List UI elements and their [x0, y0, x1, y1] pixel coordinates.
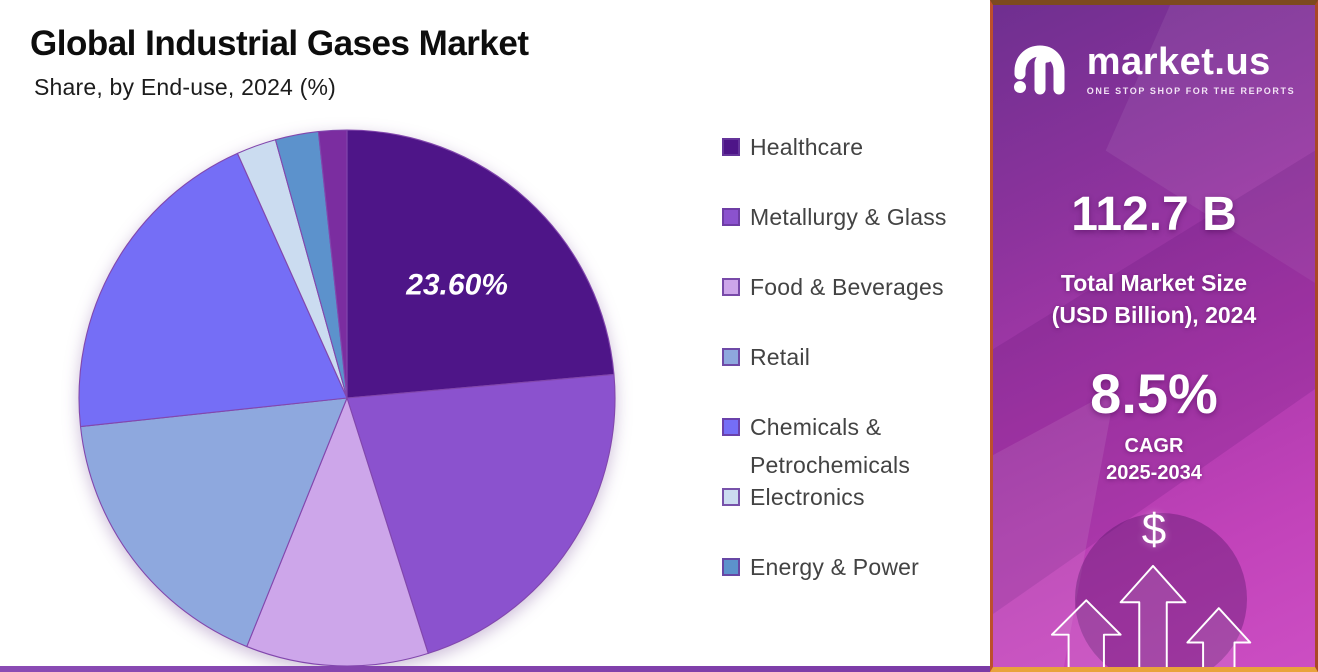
legend-label: Chemicals & Petrochemicals [750, 414, 911, 478]
market-us-logo: market.us ONE STOP SHOP FOR THE REPORTS [993, 43, 1315, 96]
pie-slice-metallurgy-glass [346, 373, 616, 654]
brand-tagline: ONE STOP SHOP FOR THE REPORTS [1086, 86, 1296, 96]
growth-arrows-icon [1050, 564, 1252, 667]
legend-swatch [722, 138, 740, 156]
legend-label: Metallurgy & Glass [750, 204, 947, 230]
legend-swatch [722, 558, 740, 576]
legend-swatch [722, 418, 740, 436]
legend-item-chemicals-petrochemicals: Chemicals & Petrochemicals [722, 408, 970, 478]
legend-item-healthcare: Healthcare [722, 128, 970, 198]
legend-label: Electronics [750, 484, 865, 510]
cagr-label: CAGR 2025-2034 [1106, 435, 1202, 484]
cagr-value: 8.5% [1090, 362, 1218, 425]
legend-swatch [722, 278, 740, 296]
market-size-label: Total Market Size (USD Billion), 2024 [1051, 270, 1257, 328]
page-subtitle: Share, by End-use, 2024 (%) [34, 74, 337, 100]
legend-label: Retail [750, 344, 811, 370]
legend-item-metallurgy-glass: Metallurgy & Glass [722, 198, 970, 268]
legend-swatch [722, 488, 740, 506]
pie-slice-chemicals-petrochemicals [78, 152, 348, 428]
legend-item-energy-power: Energy & Power [722, 548, 970, 618]
pie-slice-healthcare [346, 129, 615, 399]
brand-name: market.us [1086, 41, 1271, 83]
pie-slice-others [317, 129, 348, 399]
legend-item-retail: Retail [722, 338, 970, 408]
logo-mark-icon [1013, 44, 1065, 94]
pie-chart: 23.60% [78, 129, 616, 667]
page-title: Global Industrial Gases Market [30, 24, 529, 63]
legend-item-electronics: Electronics [722, 478, 970, 548]
brand-panel: market.us ONE STOP SHOP FOR THE REPORTS … [990, 0, 1318, 672]
legend-swatch [722, 348, 740, 366]
legend-item-food-beverages: Food & Beverages [722, 268, 970, 338]
legend-label: Energy & Power [750, 554, 919, 580]
legend-swatch [722, 208, 740, 226]
bottom-border [0, 666, 990, 672]
legend-label: Healthcare [750, 134, 864, 160]
pie-slice-retail [79, 397, 348, 648]
legend-label: Food & Beverages [750, 274, 944, 300]
pie-data-label: 23.60% [405, 268, 508, 301]
pie-slice-food-beverages [246, 397, 429, 667]
market-size-value: 112.7 B [1071, 188, 1237, 241]
legend: Healthcare Metallurgy & Glass Food & Bever… [722, 128, 970, 618]
dollar-icon: $ [1141, 505, 1167, 554]
